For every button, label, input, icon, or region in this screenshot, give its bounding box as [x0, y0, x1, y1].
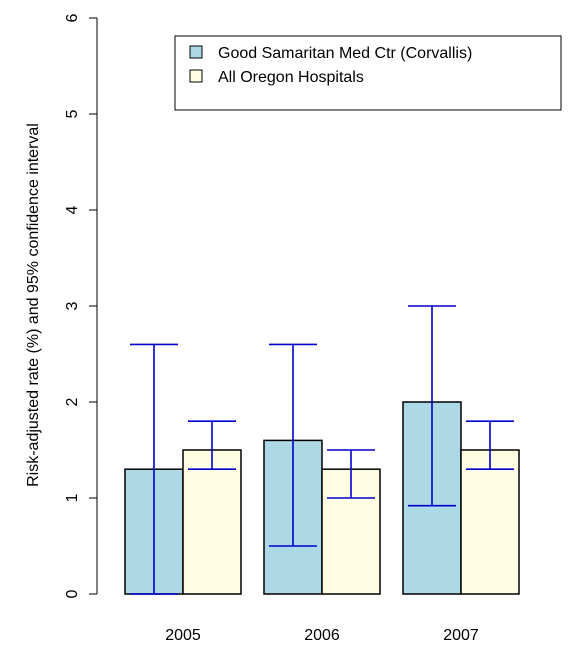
- y-tick-label: 2: [64, 397, 81, 406]
- y-tick-label: 5: [64, 109, 81, 118]
- y-tick-label: 6: [64, 13, 81, 22]
- legend: Good Samaritan Med Ctr (Corvallis) All Or…: [174, 35, 562, 111]
- y-tick-label: 3: [64, 301, 81, 310]
- x-category-label: 2005: [165, 627, 201, 644]
- x-category-label: 2006: [304, 627, 340, 644]
- bars-layer: [124, 401, 520, 595]
- error-bars-layer: [130, 305, 514, 595]
- bar-all-oregon-2007: [460, 449, 520, 595]
- y-tick-label: 1: [64, 493, 81, 502]
- legend-box: [174, 35, 562, 111]
- legend-swatch: [189, 69, 203, 83]
- legend-swatch: [189, 45, 203, 59]
- y-axis-label: Risk-adjusted rate (%) and 95% confidenc…: [25, 123, 42, 487]
- y-tick-label: 4: [64, 205, 81, 214]
- legend-label: Good Samaritan Med Ctr (Corvallis): [218, 45, 472, 62]
- y-axis: 0 1 2 3 4 5 6: [64, 13, 98, 598]
- x-axis-labels: 2005 2006 2007: [165, 627, 479, 644]
- y-tick-label: 0: [64, 589, 81, 598]
- x-category-label: 2007: [443, 627, 479, 644]
- legend-label: All Oregon Hospitals: [218, 69, 364, 86]
- bar-all-oregon-2005: [182, 449, 242, 595]
